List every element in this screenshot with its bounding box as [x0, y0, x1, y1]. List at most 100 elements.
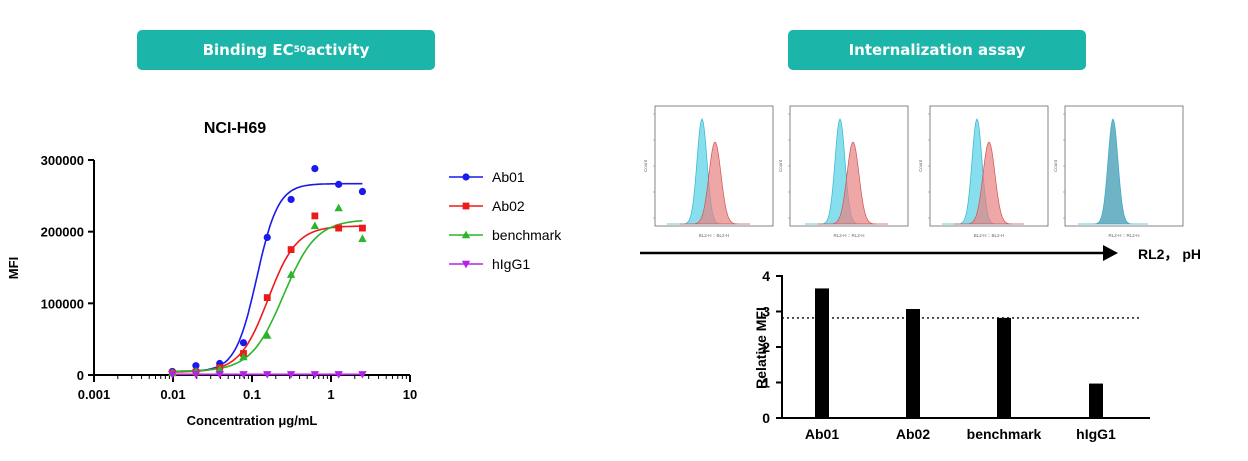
data-point-benchmark [286, 270, 296, 278]
y-tick-label: 300000 [41, 153, 84, 168]
y-tick-label: 200000 [41, 225, 84, 240]
histogram-control-peak [667, 118, 737, 225]
histogram-stained-peak [818, 141, 888, 225]
y-axis-label: MFI [6, 257, 21, 279]
data-point-ab02 [287, 246, 295, 253]
bar-ab02 [906, 309, 920, 418]
binding-header-text: Binding EC [202, 41, 294, 59]
histogram-frame [1064, 105, 1184, 227]
bars: Ab01 Ab02 benchmark hIgG1 [805, 288, 1116, 442]
data-point-benchmark [358, 234, 367, 243]
data-point-ab02 [263, 294, 271, 301]
bar-category-label: Ab02 [896, 426, 930, 442]
bar-y-tick-label: 0 [762, 410, 770, 426]
histogram-3: BL2-H :: BL2-H Count [918, 105, 1049, 238]
bar-category-label: benchmark [967, 426, 1042, 442]
y-tick-label: 0 [77, 368, 84, 383]
data-point-benchmark [310, 221, 320, 230]
fit-curves [172, 182, 363, 376]
data-point-higg1 [310, 371, 320, 379]
rl2-arrow-head [1103, 245, 1118, 261]
histogram-control-peak [805, 118, 875, 225]
histogram-y-label: Count [643, 159, 648, 172]
data-point-ab02 [335, 224, 343, 232]
data-point-ab01 [335, 180, 343, 188]
data-point-higg1 [239, 371, 248, 379]
data-point-ab01 [358, 187, 367, 196]
histogram-stained-peak [680, 141, 750, 225]
data-point-ab02 [311, 212, 319, 220]
histogram-x-label: RL2-H :: RL2-H [1108, 233, 1139, 238]
histogram-x-label: BL2-H :: BL2-H [974, 233, 1005, 238]
bar-axes: 0 1 2 3 4 [762, 268, 1150, 426]
data-point-ab01 [263, 233, 271, 241]
relative-mfi-bar-chart: Relative MFI 0 1 2 3 4 Ab01 Ab02 benchmark hIgG… [753, 268, 1150, 442]
bar-y-tick-label: 1 [762, 375, 770, 391]
data-point-ab02 [359, 224, 366, 232]
data-point-ab01 [287, 195, 295, 204]
data-point-higg1 [286, 371, 296, 379]
legend-label-benchmark: benchmark [492, 227, 562, 243]
x-axis-label: Concentration μg/mL [187, 413, 318, 428]
binding-header-subscript: 50 [293, 45, 307, 55]
histogram-stained-peak [954, 141, 1024, 225]
data-point-higg1 [191, 371, 201, 379]
internalization-header: Internalization assay [788, 30, 1086, 70]
binding-dose-response-chart: NCI-H69 MFI Concentration μg/mL 0 100000 2… [6, 120, 562, 428]
x-tick-label: 1 [327, 387, 334, 402]
histogram-x-label: RL2-H :: RL2-H [833, 233, 864, 238]
x-tick-label: 0.1 [243, 387, 261, 402]
rl2-axis-label: RL2， pHAb [1138, 246, 1200, 262]
data-point-higg1 [168, 371, 177, 379]
histogram-1: BL2-H :: BL2-H Count [643, 105, 774, 238]
histogram-y-label: Count [778, 159, 783, 172]
data-point-ab01 [311, 165, 319, 173]
bar-y-tick-label: 2 [762, 339, 770, 355]
bar-y-tick-label: 3 [762, 304, 770, 320]
histogram-x-label: BL2-H :: BL2-H [699, 233, 730, 238]
legend-marker-ab02 [462, 202, 470, 210]
data-point-benchmark [239, 352, 248, 361]
data-point-benchmark [334, 203, 343, 212]
data-point-higg1 [358, 371, 367, 379]
bar-higg1 [1089, 383, 1103, 418]
bar-y-axis-label: Relative MFI [753, 307, 769, 389]
bar-y-tick-label: 4 [762, 268, 770, 284]
data-point-benchmark [215, 364, 224, 373]
legend: Ab01 Ab02 benchmark hIgG1 [449, 169, 562, 272]
x-tick-label: 0.001 [78, 387, 111, 402]
legend-marker-benchmark [461, 230, 471, 239]
axes: 0 100000 200000 300000 0.001 0.01 0.1 1 10 [41, 153, 418, 402]
binding-ec50-header: Binding EC 50 activity [137, 30, 435, 70]
x-tick-label: 10 [403, 387, 417, 402]
data-point-ab01 [239, 339, 248, 347]
legend-label-higg1: hIgG1 [492, 256, 530, 272]
legend-marker-higg1 [461, 260, 471, 269]
bar-category-label: hIgG1 [1076, 426, 1116, 442]
legend-label-ab01: Ab01 [492, 169, 525, 185]
fit-curve-benchmark [172, 219, 363, 372]
bar-category-label: Ab01 [805, 426, 839, 442]
histogram-y-label: Count [918, 159, 923, 172]
data-point-higg1 [215, 371, 224, 379]
histogram-overlay-peak [1078, 119, 1148, 224]
y-tick-label: 100000 [41, 296, 84, 311]
legend-label-ab02: Ab02 [492, 198, 525, 214]
data-point-higg1 [334, 371, 343, 379]
bar-ab01 [815, 288, 829, 418]
binding-header-tail: activity [306, 41, 370, 59]
chart-title: NCI-H69 [204, 120, 266, 137]
data-point-benchmark [263, 331, 272, 339]
data-point-higg1 [263, 371, 272, 379]
legend-marker-ab01 [462, 173, 470, 181]
fit-curve-ab01 [172, 182, 363, 373]
bar-benchmark [997, 317, 1011, 418]
internalization-header-text: Internalization assay [848, 41, 1026, 59]
data-points [168, 165, 367, 379]
x-tick-label: 0.01 [160, 387, 185, 402]
histogram-4: RL2-H :: RL2-H Count [1053, 105, 1184, 238]
histogram-control-peak [942, 118, 1012, 225]
histogram-2: RL2-H :: RL2-H Count [778, 105, 909, 238]
